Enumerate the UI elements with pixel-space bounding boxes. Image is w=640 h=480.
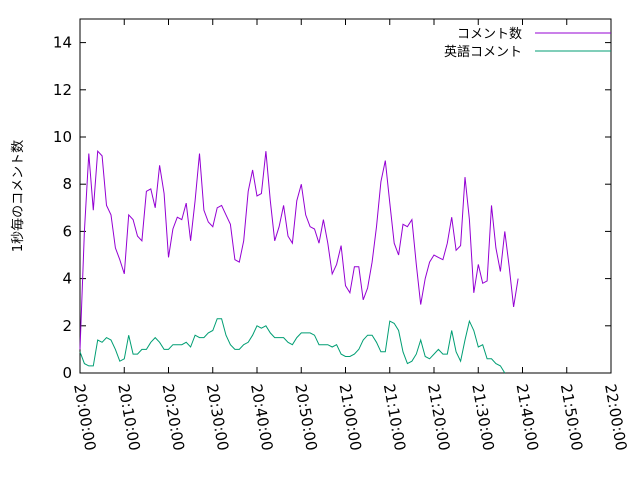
x-tick-label: 21:30:00: [468, 383, 497, 452]
series-layer: [79, 150, 519, 374]
y-tick-label: 12: [53, 81, 72, 99]
y-tick-label: 10: [53, 128, 72, 146]
y-tick-label: 6: [62, 222, 72, 240]
x-tick-label: 20:10:00: [114, 383, 143, 452]
y-axis-title: 1秒毎のコメント数: [10, 140, 26, 252]
y-tick-label: 0: [62, 364, 72, 382]
x-tick-label: 20:30:00: [203, 383, 232, 452]
series-line-2: [79, 318, 506, 374]
y-axis: 0 2 4 6 8 10 12 14: [53, 34, 611, 382]
x-tick-label: 21:20:00: [424, 383, 453, 452]
x-tick-label: 21:10:00: [380, 383, 409, 452]
series-line-1: [79, 150, 519, 350]
legend-label-2: 英語コメント: [444, 44, 522, 60]
x-tick-label: 21:00:00: [336, 383, 365, 452]
x-tick-label: 20:20:00: [159, 383, 188, 452]
x-tick-label: 22:00:00: [601, 383, 630, 452]
y-tick-label: 14: [53, 34, 72, 52]
y-tick-label: 4: [62, 270, 72, 288]
x-tick-label: 21:40:00: [513, 383, 542, 452]
x-tick-label: 20:40:00: [247, 383, 276, 452]
x-tick-label: 20:50:00: [291, 383, 320, 452]
x-tick-label: 20:00:00: [70, 383, 99, 452]
y-tick-label: 2: [62, 317, 72, 335]
legend-label-1: コメント数: [457, 27, 522, 42]
x-tick-label: 21:50:00: [557, 383, 586, 452]
plot-border: [79, 18, 612, 374]
y-tick-label: 8: [62, 175, 72, 193]
x-axis: 20:00:00 20:10:00 20:20:00 20:30:00 20:40:00…: [70, 19, 630, 452]
